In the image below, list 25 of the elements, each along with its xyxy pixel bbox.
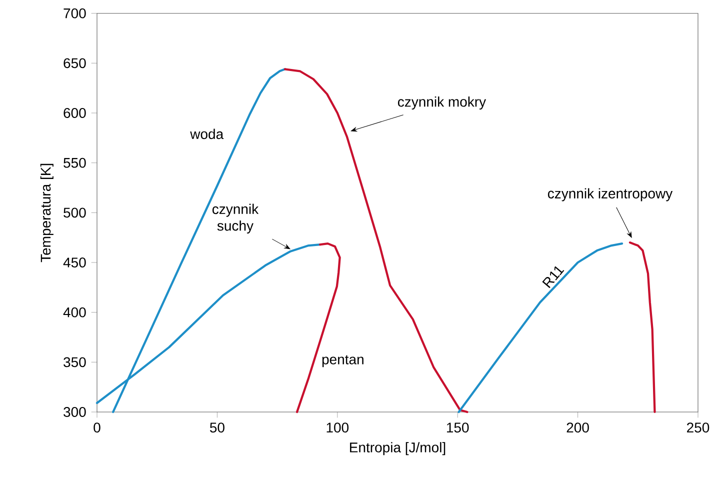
x-tick-label: 200 — [566, 422, 589, 433]
x-tick-label: 250 — [687, 422, 710, 433]
y-tick-label: 700 — [64, 8, 86, 18]
y-tick-label: 450 — [63, 258, 86, 268]
x-tick-label: 0 — [94, 422, 100, 433]
x-tick-label: 50 — [210, 422, 224, 433]
annotation: czynnik suchy — [212, 204, 259, 234]
annotation: woda — [190, 128, 224, 140]
x-tick-label: 100 — [326, 422, 349, 433]
y-tick-label: 650 — [64, 58, 86, 68]
y-tick-label: 300 — [64, 407, 86, 417]
annotation: R11 — [542, 266, 564, 288]
annotation: pentan — [322, 355, 364, 368]
annotation: czynnik izentropowy — [548, 188, 673, 202]
annotation: czynnik mokry — [398, 96, 486, 110]
y-axis-title: Temperatura [K] — [40, 164, 54, 262]
x-tick-label: 150 — [446, 422, 469, 433]
line-series — [628, 241, 656, 414]
y-tick-label: 400 — [63, 307, 86, 318]
y-tick-label: 550 — [64, 158, 86, 168]
y-tick-label: 350 — [64, 357, 86, 368]
y-tick-label: 500 — [64, 208, 86, 218]
line-series — [458, 242, 624, 414]
y-tick-label: 600 — [64, 108, 86, 118]
x-axis-title: Entropia [J/mol] — [350, 442, 446, 456]
